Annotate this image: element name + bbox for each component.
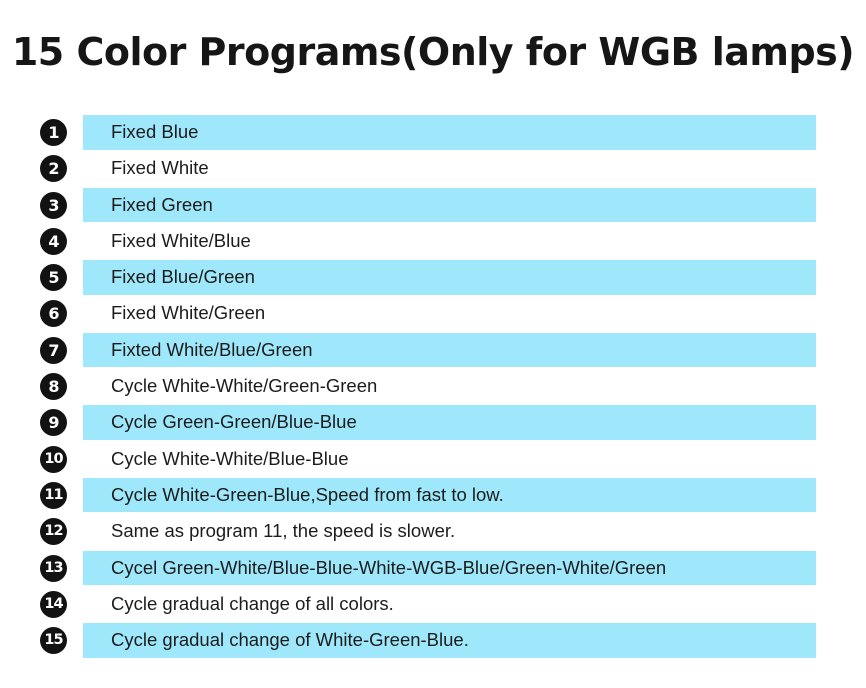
row-highlight-band <box>83 187 816 223</box>
program-row-12: 12 Same as program 11, the speed is slow… <box>0 513 866 549</box>
number-badge-icon: 14 <box>40 590 67 618</box>
program-label: Cycel Green-White/Blue-Blue-White-WGB-Bl… <box>111 556 667 578</box>
row-highlight-band <box>83 405 816 440</box>
program-label: Fixted White/Blue/Green <box>111 338 313 360</box>
program-row-11: 11 Cycle White-Green-Blue,Speed from fas… <box>0 477 866 513</box>
number-badge-icon: 4 <box>40 227 67 255</box>
program-row-4: 4 Fixed White/Blue <box>0 223 866 259</box>
program-label: Cycle Green-Green/Blue-Blue <box>111 411 357 433</box>
number-badge-icon: 10 <box>40 445 67 473</box>
program-label: Cycle gradual change of White-Green-Blue… <box>111 629 469 651</box>
program-label: Fixed Blue <box>111 121 199 142</box>
program-row-10: 10 Cycle White-White/Blue-Blue <box>0 441 866 477</box>
number-badge-icon: 12 <box>40 518 67 546</box>
program-label: Cycle gradual change of all colors. <box>111 592 394 614</box>
program-label: Fixed White <box>111 157 209 179</box>
program-label: Fixed Green <box>111 193 213 215</box>
program-label: Fixed White/Blue <box>111 229 251 251</box>
row-highlight-band <box>83 477 816 513</box>
number-badge-icon: 2 <box>40 155 67 183</box>
program-row-5: 5 Fixed Blue/Green <box>0 259 866 295</box>
number-badge-icon: 3 <box>40 191 67 219</box>
number-badge-icon: 9 <box>40 409 67 437</box>
page-title: 15 Color Programs(Only for WGB lamps) <box>11 30 855 74</box>
program-row-15: 15 Cycle gradual change of White-Green-B… <box>0 622 866 658</box>
number-badge-icon: 1 <box>40 119 67 146</box>
program-label: Cycle White-White/Blue-Blue <box>111 447 349 469</box>
program-row-7: 7 Fixted White/Blue/Green <box>0 332 866 368</box>
number-badge-icon: 7 <box>40 336 67 364</box>
program-list: 1 Fixed Blue 2 Fixed White 3 Fixed Green… <box>0 114 866 658</box>
program-row-8: 8 Cycle White-White/Green-Green <box>0 368 866 404</box>
number-badge-icon: 15 <box>40 627 67 655</box>
program-label: Cycle White-Green-Blue,Speed from fast t… <box>111 483 504 505</box>
number-badge-icon: 8 <box>40 373 67 401</box>
number-badge-icon: 5 <box>40 264 67 292</box>
row-highlight-band <box>83 332 816 368</box>
row-highlight-band <box>83 260 816 295</box>
program-label: Fixed White/Green <box>111 302 266 324</box>
program-label: Same as program 11, the speed is slower. <box>111 520 456 542</box>
program-row-14: 14 Cycle gradual change of all colors. <box>0 586 866 622</box>
number-badge-icon: 6 <box>40 300 67 328</box>
program-row-3: 3 Fixed Green <box>0 187 866 223</box>
row-highlight-band <box>83 115 816 150</box>
number-badge-icon: 13 <box>40 554 67 582</box>
program-row-9: 9 Cycle Green-Green/Blue-Blue <box>0 404 866 440</box>
program-row-1: 1 Fixed Blue <box>0 114 866 150</box>
row-highlight-band <box>83 550 816 586</box>
program-row-2: 2 Fixed White <box>0 150 866 186</box>
row-highlight-band <box>83 623 816 658</box>
program-row-6: 6 Fixed White/Green <box>0 295 866 331</box>
program-row-13: 13 Cycel Green-White/Blue-Blue-White-WGB… <box>0 550 866 586</box>
program-label: Fixed Blue/Green <box>111 266 255 288</box>
program-label: Cycle White-White/Green-Green <box>111 375 378 397</box>
number-badge-icon: 11 <box>40 481 67 509</box>
